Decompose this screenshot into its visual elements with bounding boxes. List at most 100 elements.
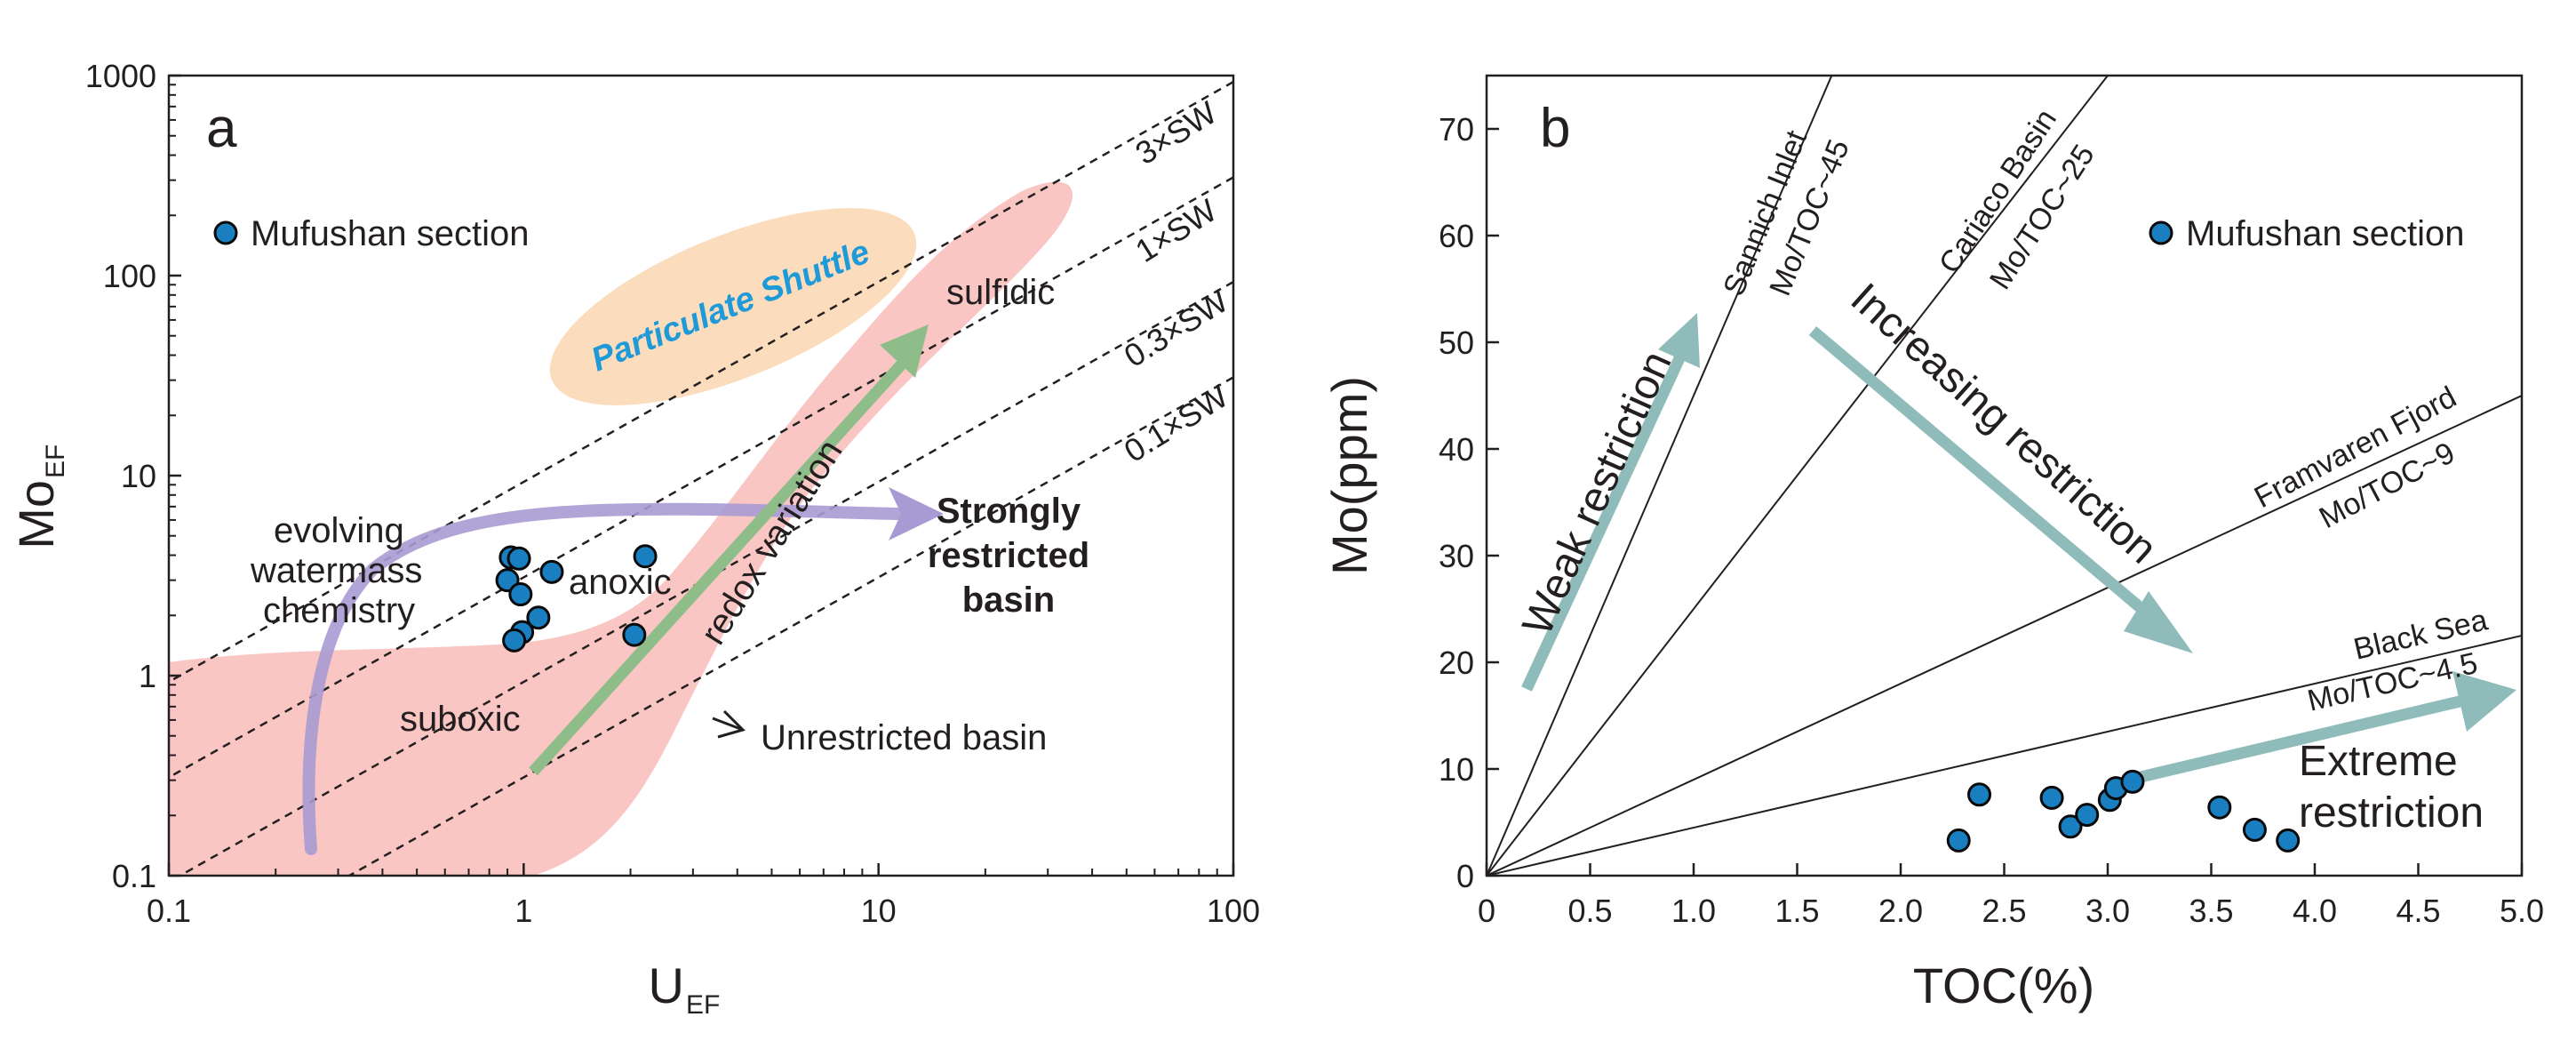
x-tick-label-b: 0.5: [1567, 893, 1612, 929]
y-tick-label-a: 1000: [85, 58, 156, 94]
redox-variation-arrowhead: [880, 324, 929, 378]
mo-toc-line-0: [1487, 76, 1833, 876]
sw-reference-lines: [169, 80, 1233, 876]
sw-line-label-2: 0.3×SW: [1118, 283, 1234, 374]
x-tick-label-b: 2.5: [1982, 893, 2026, 929]
data-point-a: [502, 628, 527, 653]
sw-line-0: [169, 80, 1233, 684]
sw-line-1: [169, 176, 1233, 779]
data-point-b: [1946, 828, 1971, 853]
redox-variation-arrow: [529, 347, 918, 776]
evolving-label-1: evolving: [274, 511, 404, 550]
panel-b-ylabel: Mo(ppm): [1321, 376, 1377, 575]
legend-a-marker: [213, 220, 238, 245]
panel-a-label: a: [206, 98, 237, 159]
extreme-restriction-label-2: restriction: [2299, 789, 2484, 837]
evolving-chemistry-arrow: [302, 502, 904, 855]
x-tick-label-b: 2.0: [1878, 893, 1923, 929]
panel-a-moef-vs-uef: 0.1 1 10 100 0.1 1 10 100 1000 a Mufushan sectio…: [8, 58, 1260, 1020]
data-point-a: [508, 582, 533, 607]
y-tick-label-a: 1: [139, 658, 156, 694]
data-point-a: [539, 559, 564, 584]
panel-b-label: b: [1540, 98, 1570, 159]
y-tick-label-b: 50: [1439, 324, 1474, 361]
y-tick-label-b: 30: [1439, 538, 1474, 574]
redox-zone: [169, 181, 1073, 876]
mo-toc-line-3: [1487, 634, 2522, 876]
data-point-b: [2120, 769, 2145, 794]
panel-b-ticks: 0 0.5 1.0 1.5 2.0 2.5 3.0 3.5 4.0 4.5 5.0 0 10 20 30 40…: [1439, 111, 2544, 929]
panel-a-points: [495, 544, 658, 653]
strongly-restricted-label-2: restricted: [928, 536, 1089, 575]
x-tick-label-b: 5.0: [2500, 893, 2544, 929]
x-tick-label-b: 4.0: [2293, 893, 2337, 929]
x-tick-label-b: 1.0: [1671, 893, 1716, 929]
x-tick-label-b: 3.0: [2086, 893, 2130, 929]
x-tick-label-a: 10: [861, 893, 897, 929]
y-tick-label-b: 70: [1439, 111, 1474, 148]
y-tick-label-b: 0: [1456, 858, 1474, 894]
y-tick-label-b: 60: [1439, 218, 1474, 254]
data-point-a: [526, 605, 551, 630]
x-tick-label-b: 4.5: [2396, 893, 2440, 929]
data-point-b: [2075, 803, 2100, 828]
sw-line-label-0: 3×SW: [1129, 94, 1224, 172]
unrestricted-arrowhead: [717, 709, 746, 739]
panel-b-xlabel: TOC(%): [1913, 957, 2094, 1013]
evolving-label-3: chemistry: [263, 591, 415, 630]
data-point-a: [633, 544, 658, 569]
data-point-b: [2207, 795, 2232, 820]
data-point-b: [1967, 782, 1992, 807]
suboxic-label: suboxic: [400, 700, 521, 739]
unrestricted-basin-label: Unrestricted basin: [761, 718, 1047, 757]
x-tick-label-b: 1.5: [1774, 893, 1819, 929]
data-point-b: [2039, 785, 2064, 810]
increasing-restriction-arrowhead: [2124, 591, 2193, 653]
weak-restriction-arrow: [1521, 342, 1691, 692]
data-point-b: [2276, 828, 2301, 853]
x-tick-label-a: 100: [1207, 893, 1260, 929]
x-tick-label-a: 0.1: [147, 893, 191, 929]
panel-a-ylabel-main: Mo: [8, 480, 64, 549]
panel-a-ylabel-sub: EF: [41, 444, 70, 478]
panel-b-mo-vs-toc: 0 0.5 1.0 1.5 2.0 2.5 3.0 3.5 4.0 4.5 5.0 0 10 20 30 40…: [1321, 74, 2544, 1013]
data-point-a: [506, 546, 531, 571]
evolving-chemistry-arrowhead: [889, 487, 944, 541]
panel-a-xlabel: U EF: [649, 957, 721, 1020]
particulate-zone: [549, 208, 917, 405]
x-tick-label-b: 3.5: [2189, 893, 2233, 929]
strongly-restricted-label-1: Strongly: [937, 492, 1081, 531]
panel-a-xlabel-main: U: [649, 957, 684, 1013]
unrestricted-arrow: [712, 717, 744, 732]
y-tick-label-b: 20: [1439, 645, 1474, 681]
extreme-restriction-label-1: Extreme: [2299, 738, 2458, 785]
increasing-restriction-label: Increasing restriction: [1842, 275, 2166, 573]
sw-line-label-1: 1×SW: [1129, 192, 1224, 269]
panel-a-xlabel-sub: EF: [686, 990, 720, 1020]
x-tick-label-b: 0: [1478, 893, 1495, 929]
y-tick-label-b: 40: [1439, 431, 1474, 468]
legend-a-label: Mufushan section: [251, 214, 530, 253]
weak-restriction-label: Weak restriction: [1514, 344, 1681, 642]
sw-line-2: [178, 280, 1233, 876]
panel-a-ticks: 0.1 1 10 100 0.1 1 10 100 1000: [85, 58, 1260, 929]
legend-b-label: Mufushan section: [2186, 214, 2465, 253]
data-point-b: [2242, 817, 2267, 842]
panel-a-ylabel: Mo EF: [8, 444, 70, 549]
y-tick-label-a: 0.1: [112, 858, 156, 894]
increasing-restriction-arrow: [1808, 326, 2173, 636]
anoxic-label: anoxic: [569, 563, 672, 602]
evolving-label-2: watermass: [250, 551, 422, 590]
data-point-a: [622, 622, 647, 647]
extreme-restriction-arrowhead: [2452, 671, 2516, 732]
panel-b-points: [1946, 769, 2301, 853]
y-tick-label-b: 10: [1439, 751, 1474, 788]
data-point-b: [2058, 814, 2083, 839]
panel-a-plot-area: [169, 80, 1233, 876]
x-tick-label-a: 1: [514, 893, 532, 929]
legend-b-marker: [2149, 220, 2173, 245]
y-tick-label-a: 10: [121, 458, 156, 494]
extreme-restriction-arrow: [2135, 692, 2476, 784]
y-tick-label-a: 100: [103, 258, 156, 294]
